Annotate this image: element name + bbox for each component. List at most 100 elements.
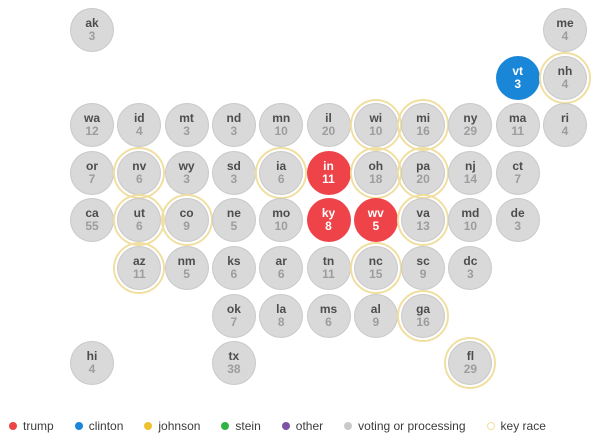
state-abbr: nv <box>132 158 147 173</box>
state-sd[interactable]: sd 3 <box>211 150 256 195</box>
state-abbr: dc <box>463 254 478 268</box>
state-electoral-votes: 11 <box>132 267 146 281</box>
state-abbr: md <box>461 206 480 221</box>
state-ct[interactable]: ct 7 <box>495 150 540 195</box>
state-electoral-votes: 20 <box>321 124 336 139</box>
state-ny[interactable]: ny 29 <box>448 103 493 148</box>
state-az[interactable]: az 11 <box>113 242 166 294</box>
state-abbr: ca <box>85 206 99 221</box>
state-tx[interactable]: tx 38 <box>211 341 256 386</box>
state-electoral-votes: 7 <box>88 171 96 186</box>
state-electoral-votes: 29 <box>463 362 478 377</box>
state-ga[interactable]: ga 16 <box>397 289 450 342</box>
legend-item-johnson: johnson <box>144 419 200 433</box>
legend-label: key race <box>500 419 546 433</box>
state-electoral-votes: 6 <box>135 171 143 186</box>
state-al[interactable]: al 9 <box>353 293 398 338</box>
state-md[interactable]: md 10 <box>448 198 493 243</box>
state-ma[interactable]: ma 11 <box>495 103 540 148</box>
state-hi[interactable]: hi 4 <box>70 341 114 386</box>
state-electoral-votes: 11 <box>322 171 335 186</box>
state-abbr: wy <box>178 158 195 173</box>
state-ne[interactable]: ne 5 <box>211 198 256 243</box>
state-mn[interactable]: mn 10 <box>259 103 304 148</box>
state-fl[interactable]: fl 29 <box>444 337 497 390</box>
state-or[interactable]: or 7 <box>70 150 114 195</box>
state-ar[interactable]: ar 6 <box>259 246 304 290</box>
state-abbr: wa <box>83 111 100 126</box>
state-abbr: wi <box>369 111 383 126</box>
state-electoral-votes: 5 <box>183 267 190 281</box>
state-ri[interactable]: ri 4 <box>543 103 587 148</box>
state-abbr: nm <box>177 254 196 268</box>
state-abbr: ct <box>512 158 524 173</box>
state-mi[interactable]: mi 16 <box>397 99 450 152</box>
state-wy[interactable]: wy 3 <box>164 150 209 195</box>
state-electoral-votes: 11 <box>511 124 525 139</box>
state-va[interactable]: va 13 <box>397 194 450 247</box>
state-il[interactable]: il 20 <box>306 103 351 148</box>
state-ak[interactable]: ak 3 <box>70 8 114 52</box>
state-wv[interactable]: wv 5 <box>353 198 398 243</box>
state-mt[interactable]: mt 3 <box>164 103 209 148</box>
clinton-dot-icon <box>74 422 83 430</box>
state-electoral-votes: 4 <box>135 124 143 139</box>
state-ut[interactable]: ut 6 <box>113 194 166 247</box>
state-electoral-votes: 3 <box>183 124 190 139</box>
state-wi[interactable]: wi 10 <box>349 99 402 152</box>
state-abbr: id <box>133 111 145 126</box>
state-nd[interactable]: nd 3 <box>211 103 256 148</box>
legend-label: voting or processing <box>358 419 466 433</box>
state-electoral-votes: 10 <box>274 219 288 234</box>
state-abbr: vt <box>512 63 524 78</box>
state-tn[interactable]: tn 11 <box>306 246 351 290</box>
state-electoral-votes: 3 <box>230 124 238 139</box>
state-abbr: sd <box>226 158 241 173</box>
state-ks[interactable]: ks 6 <box>211 246 256 290</box>
state-wa[interactable]: wa 12 <box>70 103 114 148</box>
state-id[interactable]: id 4 <box>117 103 162 148</box>
state-co[interactable]: co 9 <box>160 194 213 247</box>
state-oh[interactable]: oh 18 <box>349 146 402 199</box>
state-nh[interactable]: nh 4 <box>539 51 591 104</box>
state-electoral-votes: 6 <box>230 267 238 281</box>
state-nj[interactable]: nj 14 <box>448 150 493 195</box>
state-electoral-votes: 3 <box>230 171 238 186</box>
state-electoral-votes: 9 <box>183 219 190 234</box>
state-electoral-votes: 13 <box>416 219 430 234</box>
state-pa[interactable]: pa 20 <box>397 146 450 199</box>
state-la[interactable]: la 8 <box>259 293 304 338</box>
state-nm[interactable]: nm 5 <box>164 246 209 290</box>
state-abbr: tn <box>322 254 335 268</box>
state-abbr: co <box>179 206 194 221</box>
state-ok[interactable]: ok 7 <box>211 293 256 338</box>
state-abbr: ia <box>276 158 287 173</box>
state-nv[interactable]: nv 6 <box>113 146 166 199</box>
state-electoral-votes: 3 <box>514 76 522 91</box>
state-electoral-votes: 10 <box>369 124 383 139</box>
state-ms[interactable]: ms 6 <box>306 293 351 338</box>
state-in[interactable]: in 11 <box>306 150 351 195</box>
state-electoral-votes: 6 <box>277 171 285 186</box>
state-electoral-votes: 15 <box>369 267 383 281</box>
state-electoral-votes: 38 <box>227 362 241 377</box>
state-ca[interactable]: ca 55 <box>70 198 114 243</box>
state-sc[interactable]: sc 9 <box>401 246 446 290</box>
state-me[interactable]: me 4 <box>543 8 587 52</box>
state-abbr: la <box>276 301 287 316</box>
state-ia[interactable]: ia 6 <box>255 146 308 199</box>
state-abbr: ny <box>463 111 478 126</box>
state-mo[interactable]: mo 10 <box>259 198 304 243</box>
state-ky[interactable]: ky 8 <box>306 198 351 243</box>
state-abbr: ga <box>416 301 431 316</box>
stein-dot-icon <box>221 422 230 430</box>
state-abbr: al <box>370 301 381 316</box>
state-de[interactable]: de 3 <box>495 198 540 243</box>
state-electoral-votes: 8 <box>277 314 285 329</box>
state-nc[interactable]: nc 15 <box>349 242 402 294</box>
state-vt[interactable]: vt 3 <box>495 55 540 100</box>
key-race-ring-icon <box>486 422 495 430</box>
state-electoral-votes: 6 <box>135 219 143 234</box>
state-dc[interactable]: dc 3 <box>448 246 493 290</box>
state-abbr: ak <box>85 16 99 30</box>
